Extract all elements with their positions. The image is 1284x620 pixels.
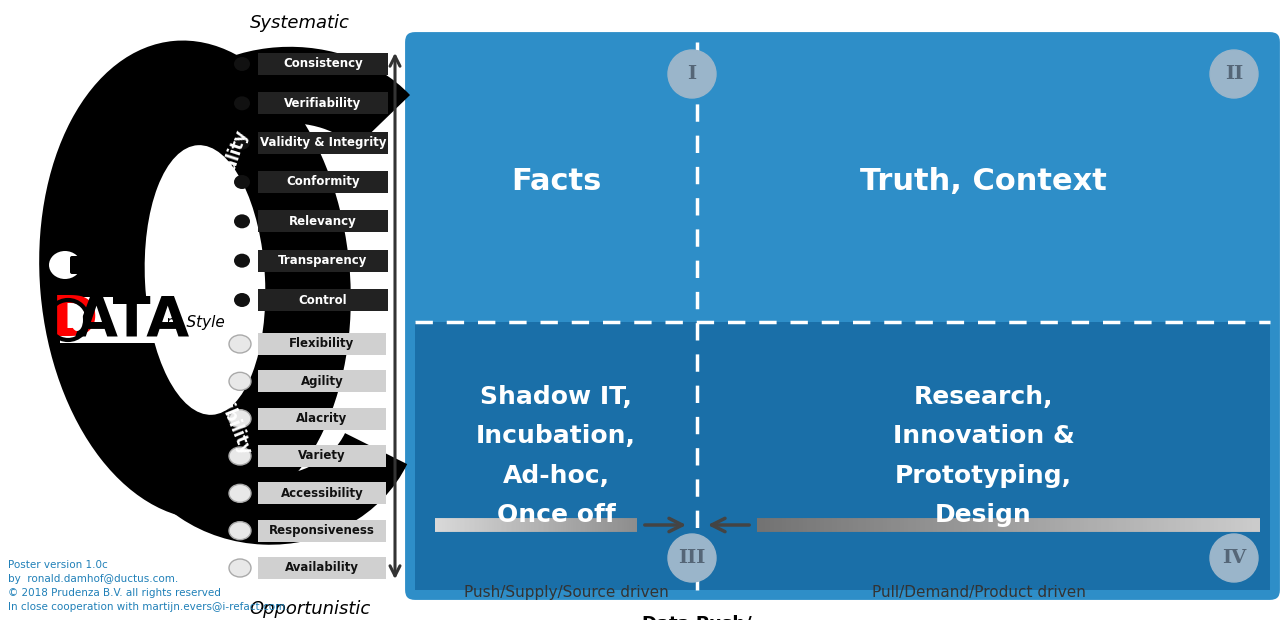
FancyBboxPatch shape [403,30,1281,334]
Ellipse shape [160,314,209,346]
Ellipse shape [234,175,250,189]
Text: Alacrity: Alacrity [297,412,348,425]
Ellipse shape [234,254,250,268]
Text: Data Push/
Pull Point: Data Push/ Pull Point [642,615,752,620]
Text: Development Style: Development Style [80,314,225,329]
Text: Research,
Innovation &
Prototyping,
Design: Research, Innovation & Prototyping, Desi… [892,385,1075,527]
FancyBboxPatch shape [258,210,388,232]
FancyBboxPatch shape [60,297,168,343]
Text: Flexibility: Flexibility [203,366,254,458]
Text: ATA: ATA [74,293,190,347]
Ellipse shape [234,293,250,307]
Ellipse shape [229,373,250,391]
Text: Control: Control [299,293,347,306]
Text: Truth, Context: Truth, Context [860,167,1107,197]
Ellipse shape [229,410,250,428]
FancyBboxPatch shape [258,557,386,579]
Text: Consistency: Consistency [284,58,363,71]
Text: Flexibility: Flexibility [289,337,354,350]
Ellipse shape [229,447,250,465]
FancyBboxPatch shape [71,256,109,274]
Text: Validity & Integrity: Validity & Integrity [259,136,386,149]
Text: Quality: Quality [213,127,250,197]
FancyBboxPatch shape [258,53,388,75]
Ellipse shape [145,146,265,414]
Text: Variety: Variety [298,450,345,463]
Text: Poster version 1.0c
by  ronald.damhof@ductus.com.
© 2018 Prudenza B.V. all right: Poster version 1.0c by ronald.damhof@duc… [8,560,289,612]
Text: Responsiveness: Responsiveness [270,524,375,537]
Ellipse shape [234,57,250,71]
Circle shape [1210,50,1258,98]
FancyBboxPatch shape [258,131,388,154]
Ellipse shape [229,484,250,502]
Ellipse shape [229,521,250,539]
FancyBboxPatch shape [258,482,386,504]
FancyBboxPatch shape [415,307,1270,337]
Ellipse shape [234,136,250,149]
FancyBboxPatch shape [258,370,386,392]
Ellipse shape [175,221,226,259]
Text: Shadow IT,
Incubation,
Ad-hoc,
Once off: Shadow IT, Incubation, Ad-hoc, Once off [476,385,636,527]
Text: Conformity: Conformity [286,175,360,188]
Text: Accessibility: Accessibility [281,487,363,500]
FancyBboxPatch shape [403,310,1281,602]
Text: Agility: Agility [300,375,343,388]
FancyBboxPatch shape [403,30,1281,602]
Text: I: I [687,65,696,83]
Text: Relevancy: Relevancy [289,215,357,228]
Text: Transparency: Transparency [279,254,367,267]
Text: Push/Supply/Source driven: Push/Supply/Source driven [464,585,669,600]
Text: Opportunistic: Opportunistic [249,600,371,618]
FancyBboxPatch shape [258,171,388,193]
FancyBboxPatch shape [258,250,388,272]
Ellipse shape [229,559,250,577]
Ellipse shape [145,145,266,415]
FancyBboxPatch shape [258,333,386,355]
Circle shape [668,50,716,98]
Text: Facts: Facts [511,167,601,197]
FancyBboxPatch shape [415,322,1270,590]
Text: Systematic: Systematic [250,14,351,32]
Ellipse shape [40,40,351,520]
Circle shape [668,534,716,582]
Text: Verifiability: Verifiability [284,97,362,110]
Text: Pull/Demand/Product driven: Pull/Demand/Product driven [872,585,1085,600]
Text: III: III [678,549,706,567]
FancyBboxPatch shape [258,520,386,542]
Ellipse shape [229,335,250,353]
Ellipse shape [71,309,83,331]
FancyBboxPatch shape [258,445,386,467]
Ellipse shape [49,251,81,279]
FancyBboxPatch shape [258,92,388,114]
Text: II: II [1225,65,1243,83]
Text: D: D [51,293,98,347]
Ellipse shape [234,215,250,228]
Ellipse shape [234,96,250,110]
FancyBboxPatch shape [258,408,386,430]
Ellipse shape [42,242,98,288]
Text: IV: IV [1222,549,1247,567]
FancyBboxPatch shape [258,289,388,311]
Text: Availability: Availability [285,562,360,575]
Circle shape [1210,534,1258,582]
